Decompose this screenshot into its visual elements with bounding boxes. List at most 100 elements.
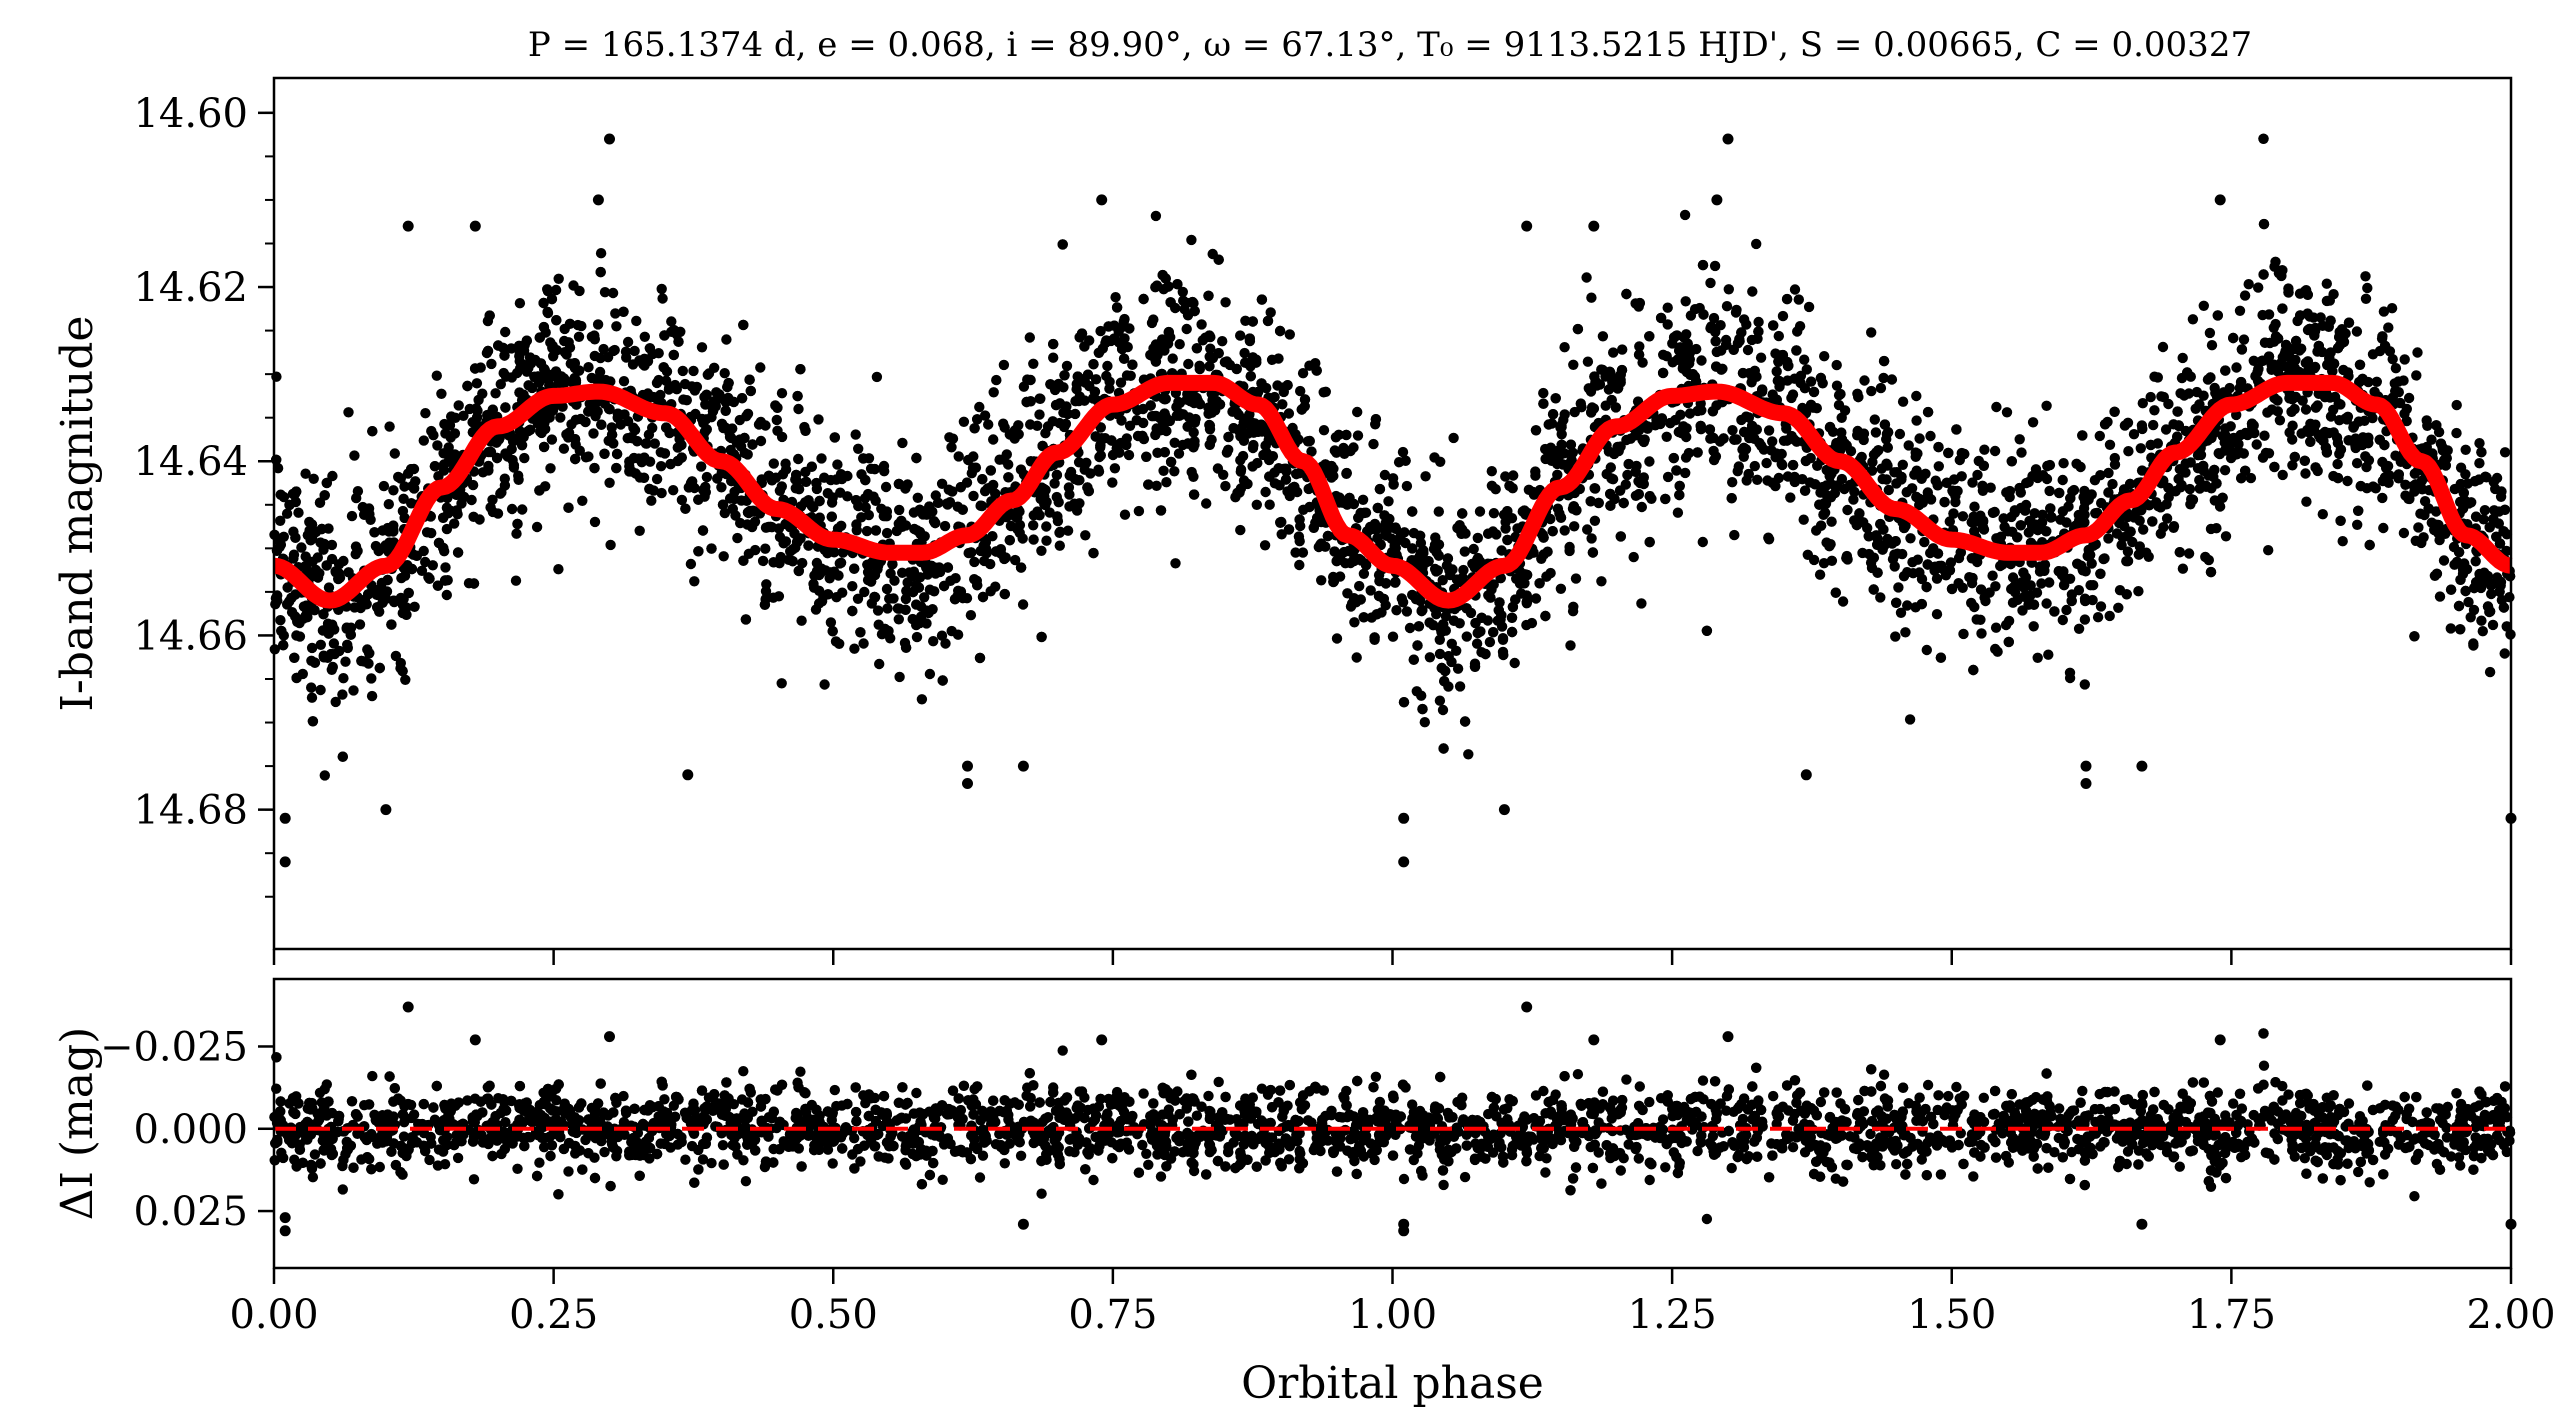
observation-point [323, 628, 334, 639]
observation-point [1404, 622, 1416, 634]
observation-point [1709, 260, 1721, 272]
observation-point [1886, 374, 1898, 385]
observation-point [2233, 446, 2244, 457]
observation-point [659, 448, 671, 459]
observation-point [1556, 429, 1567, 440]
observation-point [2470, 511, 2482, 522]
observation-point [2305, 436, 2316, 447]
observation-point [2149, 371, 2160, 382]
observation-point [872, 605, 884, 616]
observation-point [270, 599, 281, 610]
observation-point [1256, 294, 1268, 305]
observation-point [386, 619, 397, 630]
observation-point [937, 675, 948, 686]
observation-point [1274, 325, 1286, 337]
observation-point [1859, 375, 1870, 386]
observation-point [2000, 619, 2012, 631]
observation-point [1204, 330, 1215, 341]
observation-point [2438, 555, 2450, 566]
observation-point [2158, 522, 2169, 533]
observation-point [1407, 506, 1418, 517]
observation-point [398, 493, 409, 504]
observation-point [1498, 649, 1509, 661]
observation-point [458, 410, 469, 421]
observation-point [2253, 282, 2264, 293]
observation-point [1868, 552, 1880, 563]
observation-point [1803, 301, 1815, 313]
observation-point [1785, 492, 1796, 503]
observation-point [2393, 469, 2404, 480]
observation-point [1914, 433, 1925, 444]
observation-point [306, 682, 317, 693]
observation-point [1171, 401, 1182, 413]
observation-point [1704, 424, 1716, 435]
observation-point [768, 458, 779, 469]
observation-point [1338, 442, 1349, 454]
observation-point [1596, 576, 1607, 587]
observation-point [1414, 530, 1426, 541]
observation-point [1158, 465, 1169, 476]
observation-point [1242, 358, 1254, 369]
observation-point [2236, 344, 2248, 355]
observation-point [728, 396, 739, 408]
observation-point [1354, 580, 1365, 592]
observation-point [308, 473, 319, 484]
observation-point [294, 631, 306, 642]
observation-point [2499, 504, 2511, 515]
observation-point [1789, 284, 1801, 295]
observation-point [2383, 322, 2394, 333]
observation-point [1636, 598, 1647, 609]
observation-point [2128, 429, 2140, 440]
observation-point [1235, 455, 1246, 466]
observation-point [1407, 543, 1418, 554]
observation-point [1911, 390, 1922, 402]
observation-point [586, 331, 598, 342]
observation-point [1470, 617, 1481, 629]
observation-point [2390, 385, 2401, 397]
observation-point [514, 387, 525, 398]
observation-point [1383, 496, 1394, 507]
observation-point [356, 655, 367, 667]
observation-point [2057, 614, 2068, 626]
observation-point [1133, 505, 1145, 517]
observation-point [1837, 596, 1849, 607]
observation-point [1729, 529, 1740, 541]
observation-point [2184, 483, 2196, 495]
observation-point [1617, 344, 1628, 355]
observation-point [1508, 470, 1519, 481]
observation-point [563, 502, 574, 513]
observation-point [500, 371, 512, 382]
observation-point [1378, 593, 1390, 605]
observation-point [1461, 603, 1472, 614]
observation-point [484, 310, 495, 321]
observation-point [378, 480, 390, 492]
observation-point [793, 565, 804, 577]
observation-point [483, 465, 494, 476]
observation-point [1969, 601, 1980, 613]
observation-point [747, 439, 758, 450]
observation-point [2194, 474, 2205, 486]
observation-point [2104, 610, 2115, 622]
observation-point [1767, 436, 1778, 447]
observation-point [893, 614, 904, 625]
observation-point [969, 423, 980, 434]
observation-point [1452, 522, 1463, 534]
observation-point [1839, 405, 1851, 416]
observation-point [1911, 415, 1922, 426]
observation-point [2205, 566, 2217, 578]
observation-point [1024, 332, 1036, 343]
observation-point [2122, 511, 2133, 523]
observation-point [718, 551, 729, 562]
observation-point [1054, 540, 1066, 551]
observation-point [1060, 418, 1072, 430]
observation-point [768, 557, 779, 568]
observation-point [897, 567, 908, 578]
observation-point [2095, 568, 2106, 579]
observation-point [1685, 310, 1697, 321]
observation-point [689, 576, 700, 587]
observation-point [1680, 467, 1691, 479]
observation-point [916, 694, 928, 705]
observation-point [1004, 535, 1015, 546]
observation-point [2325, 315, 2336, 326]
observation-point [2044, 577, 2055, 588]
